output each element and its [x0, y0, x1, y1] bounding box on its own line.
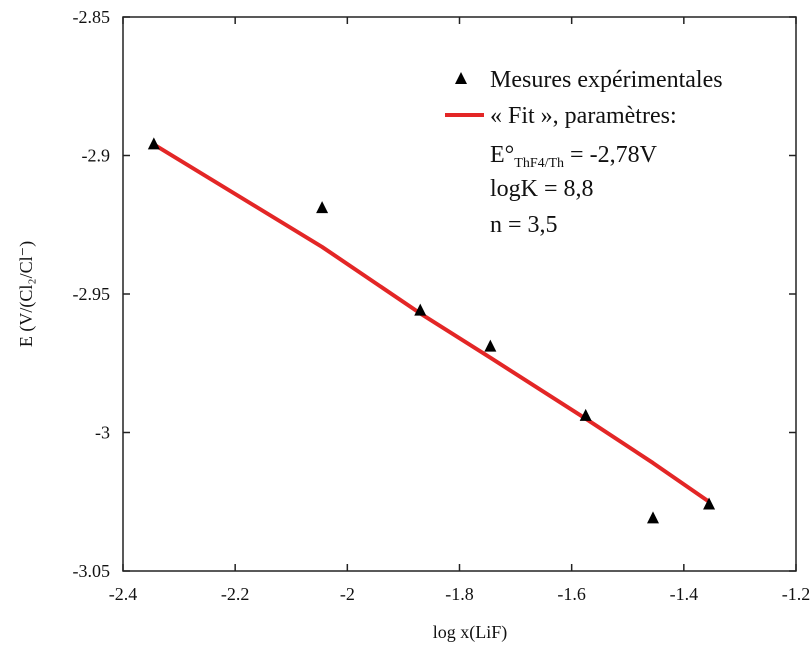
x-tick-labels: -2.4 -2.2 -2 -1.8 -1.6 -1.4 -1.2 [109, 584, 811, 604]
y-tick-label: -3 [95, 423, 110, 443]
param-n: n = 3,5 [490, 212, 558, 238]
plot-frame [122, 16, 797, 572]
x-tick-label: -2 [340, 584, 355, 604]
data-points [147, 137, 716, 524]
x-tick-label: -1.2 [782, 584, 811, 604]
data-point [646, 511, 659, 524]
legend-triangle-marker [455, 72, 467, 84]
x-tick-label: -2.4 [109, 584, 138, 604]
y-tick-label: -2.9 [82, 146, 111, 166]
param-e0-subscript: ThF4/Th [514, 156, 564, 171]
legend-measures-label: Mesures expérimentales [490, 67, 723, 93]
axis-ticks [122, 16, 797, 572]
data-point [316, 201, 329, 214]
data-point [484, 339, 497, 352]
y-tick-label: -3.05 [73, 561, 111, 581]
x-tick-label: -2.2 [221, 584, 250, 604]
x-tick-label: -1.4 [670, 584, 699, 604]
y-axis-title: E (V/(Cl₂/Cl⁻) [16, 241, 37, 347]
fit-line [152, 142, 711, 504]
x-tick-label: -1.6 [557, 584, 586, 604]
y-tick-label: -2.95 [73, 284, 111, 304]
data-point [147, 137, 160, 150]
x-axis-title: log x(LiF) [433, 622, 508, 643]
y-tick-labels: -2.85 -2.9 -2.95 -3 -3.05 [73, 7, 111, 581]
data-point [703, 497, 716, 510]
legend-fit-label: « Fit », paramètres: [490, 103, 677, 129]
x-tick-label: -1.8 [445, 584, 474, 604]
param-e0-prefix: E° [490, 142, 514, 168]
param-e0: E°ThF4/Th = -2,78V [490, 142, 658, 171]
data-point [414, 303, 427, 316]
legend: Mesures expérimentales « Fit », paramètr… [445, 67, 723, 238]
y-tick-label: -2.85 [73, 7, 111, 27]
data-point [579, 408, 592, 421]
param-e0-value: = -2,78V [564, 142, 658, 168]
param-logk: logK = 8,8 [490, 176, 594, 202]
